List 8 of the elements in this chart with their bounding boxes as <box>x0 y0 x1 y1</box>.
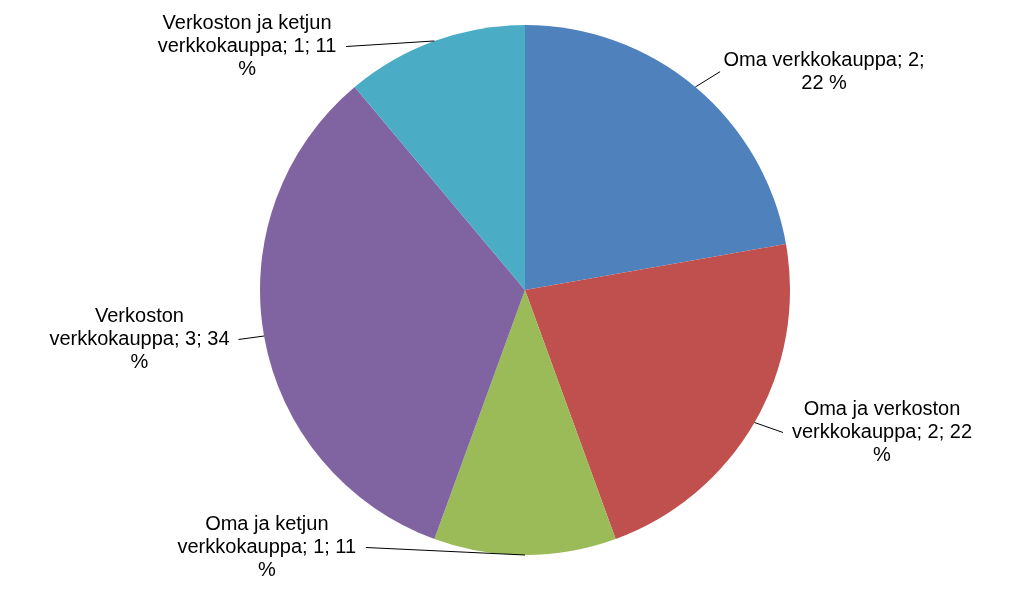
pie-slice <box>434 290 616 555</box>
slice-label: Oma ja verkoston verkkokauppa; 2; 22 % <box>791 397 973 466</box>
slice-label: Oma ja ketjun verkkokauppa; 1; 11 % <box>177 512 357 581</box>
pie-slice <box>525 243 790 540</box>
pie-slice <box>354 25 525 290</box>
slice-label: Verkoston verkkokauppa; 3; 34 % <box>49 304 230 373</box>
slice-label: Oma verkkokauppa; 2; 22 % <box>723 47 925 93</box>
slice-label: Verkoston ja ketjun verkkokauppa; 1; 11 % <box>157 11 337 80</box>
